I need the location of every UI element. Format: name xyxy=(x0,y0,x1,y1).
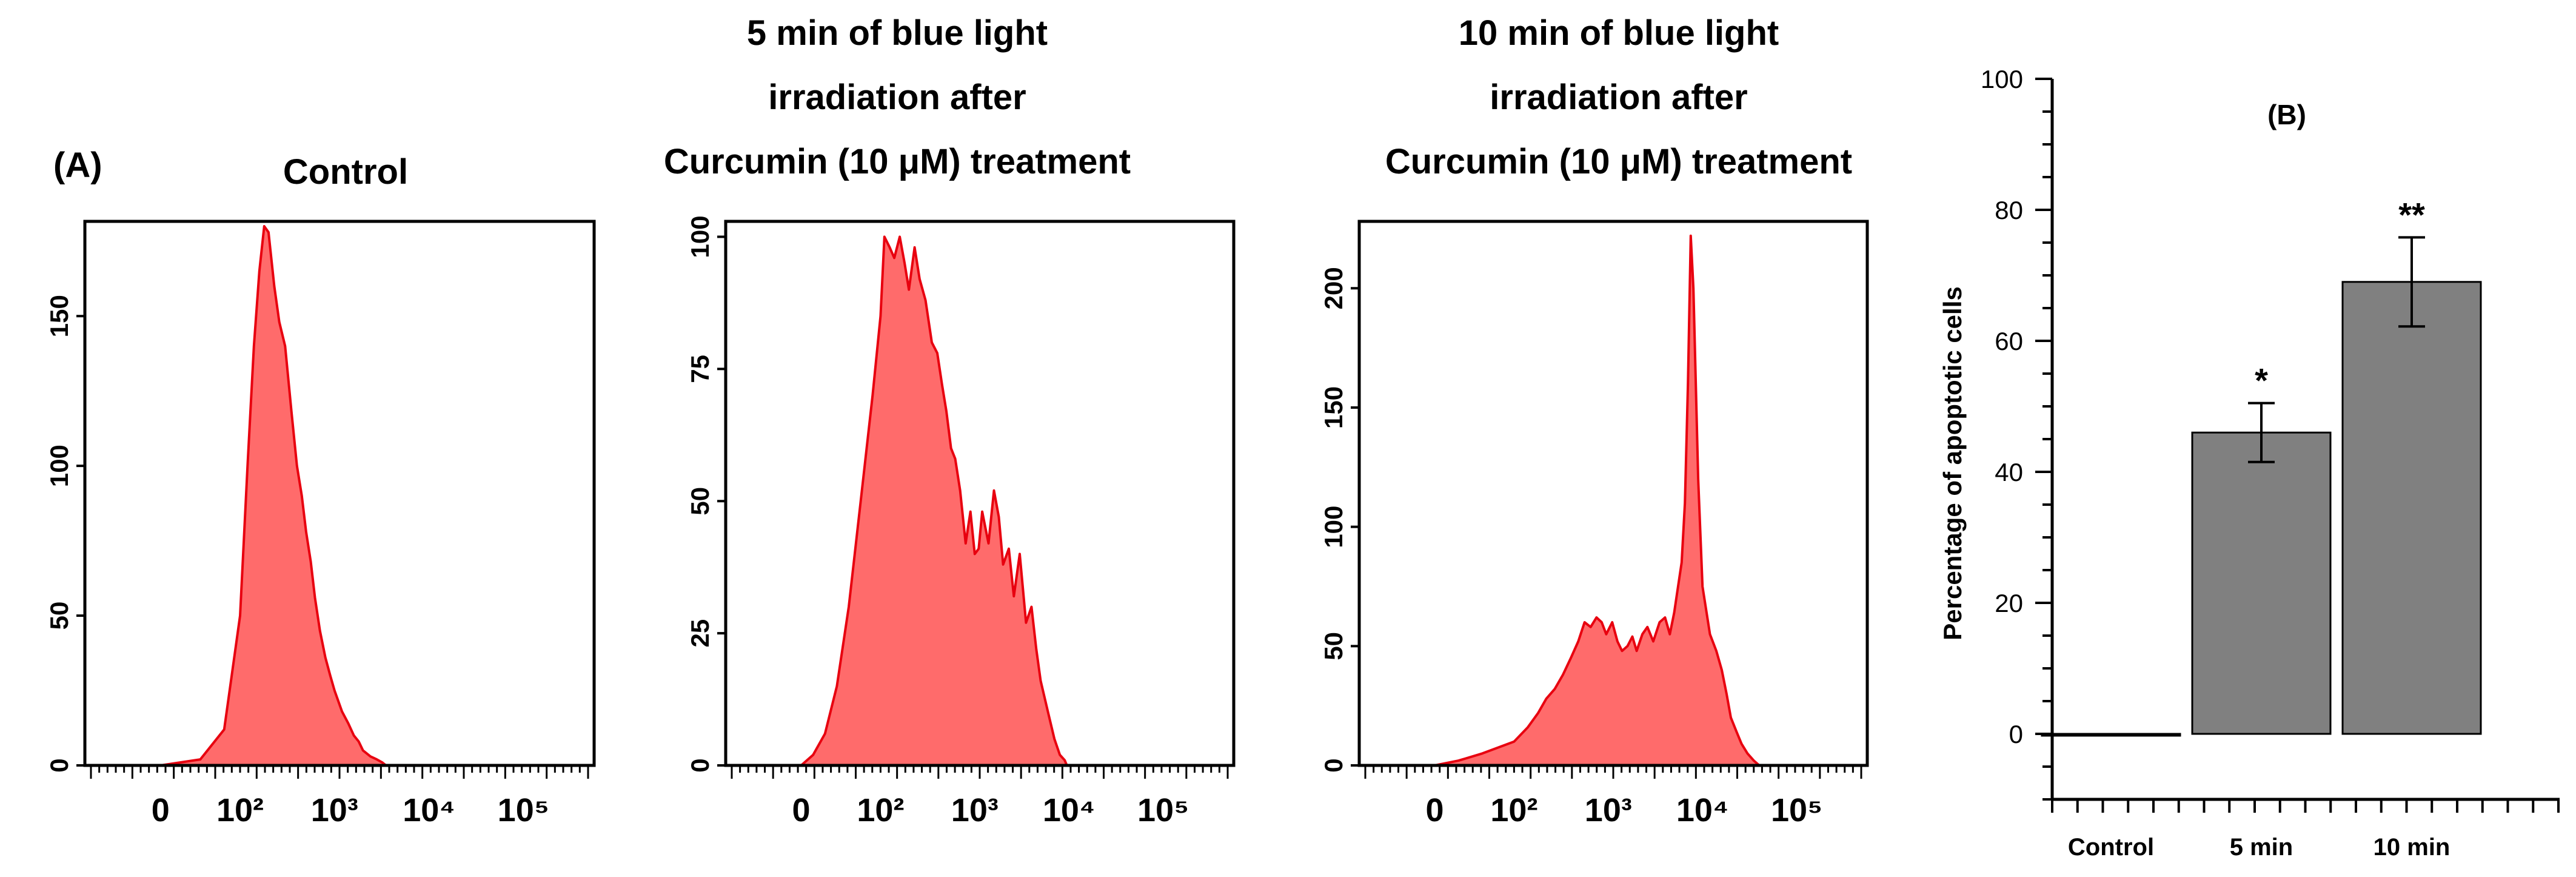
y-tick-label: 80 xyxy=(1995,196,2023,224)
y-tick-label: 0 xyxy=(2009,720,2023,748)
x-tick-label: 0 xyxy=(1425,792,1444,828)
y-tick-label: 0 xyxy=(45,758,73,772)
significance-marker: * xyxy=(2255,361,2268,400)
histogram-control: Control 0 10² 10³ 10⁴ 10⁵ 0 50 100 150 xyxy=(45,152,596,828)
plot-frame xyxy=(83,220,596,767)
y-tick-label: 100 xyxy=(686,215,714,258)
x-tick-label: 0 xyxy=(792,792,810,828)
x-tick-label: 10⁵ xyxy=(1771,792,1822,828)
bar-5-min xyxy=(2191,431,2332,735)
x-tick-label: 10³ xyxy=(1585,792,1632,828)
histogram-5-min: 5 min of blue light irradiation after Curc… xyxy=(664,13,1236,828)
histogram-title-line-2: irradiation after xyxy=(768,78,1026,117)
histogram-title-line-2: irradiation after xyxy=(1490,78,1747,117)
x-tick-label: 10³ xyxy=(951,792,999,828)
y-tick-label: 60 xyxy=(1995,327,2023,355)
y-tick-label: 20 xyxy=(1995,589,2023,617)
histogram-title-line-1: 5 min of blue light xyxy=(747,13,1048,53)
panel-b-label: (B) xyxy=(2267,99,2306,130)
y-tick-label: 100 xyxy=(1981,65,2023,93)
significance-marker: ** xyxy=(2398,195,2425,234)
histogram-title-line-3: Curcumin (10 μM) treatment xyxy=(1385,142,1852,181)
y-tick-label: 100 xyxy=(45,445,73,487)
histogram-area xyxy=(159,225,387,767)
x-tick-label: 10⁴ xyxy=(403,792,455,828)
y-tick-label: 50 xyxy=(686,487,714,516)
x-tick-label: 10² xyxy=(857,792,904,828)
x-tick-label: 10⁴ xyxy=(1676,792,1729,828)
x-tick-label: 10⁴ xyxy=(1043,792,1096,828)
y-tick-label: 0 xyxy=(686,758,714,772)
y-tick-label: 75 xyxy=(686,355,714,383)
histogram-title-line-1: 10 min of blue light xyxy=(1459,13,1779,53)
bar-10-min xyxy=(2341,281,2482,735)
histogram-area xyxy=(800,235,1068,767)
y-tick-label: 25 xyxy=(686,619,714,648)
x-tick-label: 10⁵ xyxy=(1137,792,1189,828)
y-tick-label: 50 xyxy=(1319,632,1348,660)
bar-chart-apoptosis: 0 20 40 60 80 100 Percentage of apoptotic cell… xyxy=(1938,65,2560,861)
x-tick-label: 10 min xyxy=(2374,834,2451,861)
x-tick-label: 0 xyxy=(152,792,170,828)
histogram-title-line-3: Curcumin (10 μM) treatment xyxy=(664,142,1131,181)
panel-a-label: (A) xyxy=(53,146,102,185)
histogram-10-min: 10 min of blue light irradiation after Cur… xyxy=(1319,13,1869,828)
y-axis-label: Percentage of apoptotic cells xyxy=(1938,286,1967,640)
histogram-title-line-1: Control xyxy=(283,152,408,192)
y-tick-label: 0 xyxy=(1319,758,1348,772)
x-tick-label: Control xyxy=(2068,834,2154,861)
y-tick-label: 40 xyxy=(1995,458,2023,486)
bar-control xyxy=(2041,733,2181,737)
y-tick-label: 100 xyxy=(1319,506,1348,548)
x-tick-label: 10³ xyxy=(311,792,358,828)
x-tick-label: 5 min xyxy=(2230,834,2293,861)
y-tick-label: 200 xyxy=(1319,267,1348,309)
x-tick-label: 10⁵ xyxy=(498,792,549,828)
x-tick-label: 10² xyxy=(1490,792,1537,828)
histogram-area xyxy=(1433,234,1761,767)
y-tick-label: 150 xyxy=(45,295,73,337)
y-tick-label: 50 xyxy=(45,602,73,630)
x-tick-label: 10² xyxy=(216,792,264,828)
y-tick-label: 150 xyxy=(1319,386,1348,429)
